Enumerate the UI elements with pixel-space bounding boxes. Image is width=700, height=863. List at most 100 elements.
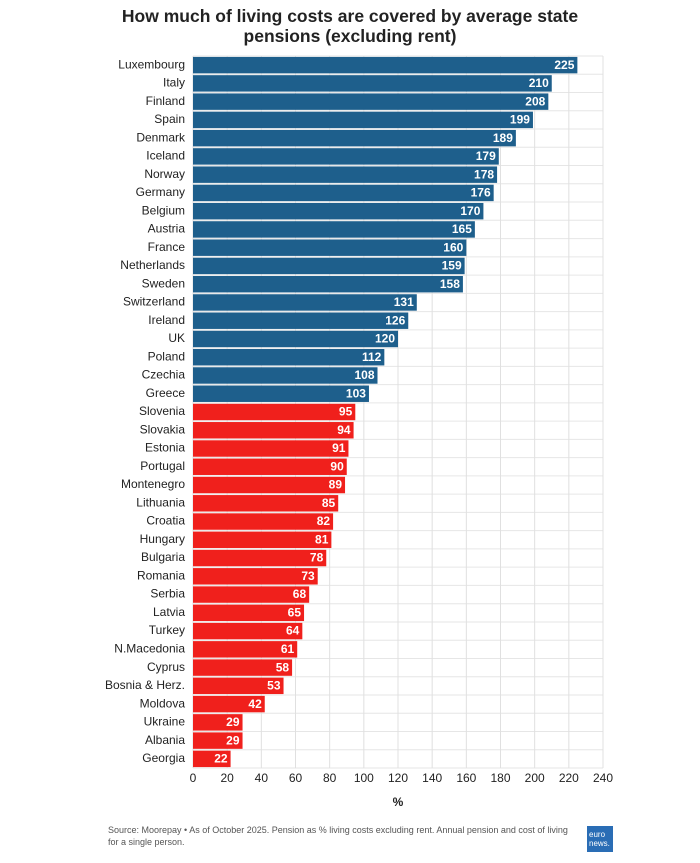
bar — [193, 513, 334, 530]
bar — [193, 166, 498, 183]
value-label: 85 — [322, 496, 336, 510]
y-tick-label: France — [148, 240, 186, 254]
y-tick-label: Moldova — [140, 696, 186, 710]
bar — [193, 714, 243, 731]
x-tick-label: 220 — [559, 771, 579, 785]
x-tick-label: 240 — [593, 771, 613, 785]
y-tick-label: Finland — [146, 94, 185, 108]
bar — [193, 531, 332, 549]
value-label: 126 — [385, 313, 405, 327]
value-label: 158 — [440, 277, 460, 291]
y-tick-label: Luxembourg — [118, 57, 185, 71]
value-label: 94 — [337, 423, 351, 437]
value-label: 90 — [330, 459, 344, 473]
bar — [193, 641, 298, 658]
value-label: 58 — [276, 660, 290, 674]
bar — [193, 129, 516, 147]
bar — [193, 622, 303, 640]
y-tick-label: Bosnia & Herz. — [105, 678, 185, 692]
bar — [193, 422, 354, 439]
value-label: 179 — [476, 149, 496, 163]
y-tick-label: Netherlands — [120, 258, 185, 272]
bar — [193, 367, 378, 384]
value-label: 208 — [525, 94, 545, 108]
value-label: 176 — [471, 186, 491, 200]
y-tick-label: Bulgaria — [141, 550, 185, 564]
value-label: 22 — [214, 752, 228, 766]
y-tick-label: UK — [168, 331, 185, 345]
bar — [193, 349, 385, 366]
y-tick-label: Latvia — [153, 605, 185, 619]
value-label: 89 — [329, 478, 343, 492]
y-tick-label: Greece — [146, 386, 186, 400]
value-label: 159 — [442, 259, 462, 273]
value-label: 108 — [354, 368, 374, 382]
bar — [193, 549, 327, 567]
y-tick-label: Austria — [148, 222, 186, 236]
y-tick-label: Turkey — [149, 623, 185, 637]
y-tick-label: Montenegro — [121, 477, 185, 491]
bar — [193, 476, 346, 494]
bar — [193, 695, 265, 713]
y-tick-label: Switzerland — [123, 295, 185, 309]
bar — [193, 93, 549, 110]
y-tick-label: Germany — [136, 185, 185, 199]
value-label: 42 — [248, 697, 262, 711]
value-label: 78 — [310, 551, 324, 565]
value-label: 82 — [317, 514, 331, 528]
y-tick-label: Hungary — [140, 532, 185, 546]
bar — [193, 111, 533, 129]
value-label: 210 — [529, 76, 549, 90]
value-label: 81 — [315, 532, 329, 546]
bar — [193, 732, 243, 749]
y-tick-label: Georgia — [142, 751, 185, 765]
value-label: 29 — [226, 733, 240, 747]
bar — [193, 275, 463, 293]
value-label: 178 — [474, 167, 494, 181]
y-tick-label: Cyprus — [147, 660, 185, 674]
bar — [193, 294, 417, 311]
bar — [193, 75, 552, 92]
y-tick-label: Norway — [144, 167, 185, 181]
value-label: 29 — [226, 715, 240, 729]
y-tick-label: N.Macedonia — [114, 642, 185, 656]
value-label: 53 — [267, 679, 281, 693]
y-tick-label: Slovenia — [139, 404, 185, 418]
value-label: 73 — [301, 569, 315, 583]
x-tick-label: 160 — [456, 771, 476, 785]
bar — [193, 440, 349, 457]
y-tick-label: Poland — [148, 349, 185, 363]
value-label: 68 — [293, 587, 307, 601]
y-tick-label: Spain — [154, 112, 185, 126]
bar — [193, 184, 494, 202]
bar — [193, 312, 409, 329]
value-label: 199 — [510, 113, 530, 127]
y-tick-label: Estonia — [145, 441, 185, 455]
x-axis-label: % — [393, 795, 404, 809]
value-label: 103 — [346, 386, 366, 400]
chart-title: How much of living costs are covered by … — [121, 6, 579, 46]
x-tick-label: 20 — [220, 771, 234, 785]
x-tick-label: 80 — [323, 771, 337, 785]
value-label: 61 — [281, 642, 295, 656]
x-tick-label: 60 — [289, 771, 303, 785]
x-tick-label: 100 — [354, 771, 374, 785]
value-label: 160 — [443, 240, 463, 254]
y-tick-label: Serbia — [150, 587, 185, 601]
value-label: 165 — [452, 222, 472, 236]
value-label: 65 — [288, 605, 302, 619]
value-label: 131 — [394, 295, 414, 309]
value-label: 170 — [460, 204, 480, 218]
y-tick-label: Belgium — [142, 203, 185, 217]
y-tick-label: Ireland — [148, 313, 185, 327]
bar — [193, 604, 305, 622]
x-tick-label: 40 — [255, 771, 269, 785]
y-tick-label: Slovakia — [140, 422, 186, 436]
value-label: 112 — [362, 350, 382, 364]
bar — [193, 586, 310, 603]
source-note: Source: Moorepay • As of October 2025. P… — [108, 825, 568, 847]
value-label: 189 — [493, 131, 513, 145]
x-tick-label: 140 — [422, 771, 442, 785]
bar — [193, 495, 339, 512]
y-tick-label: Italy — [163, 76, 185, 90]
